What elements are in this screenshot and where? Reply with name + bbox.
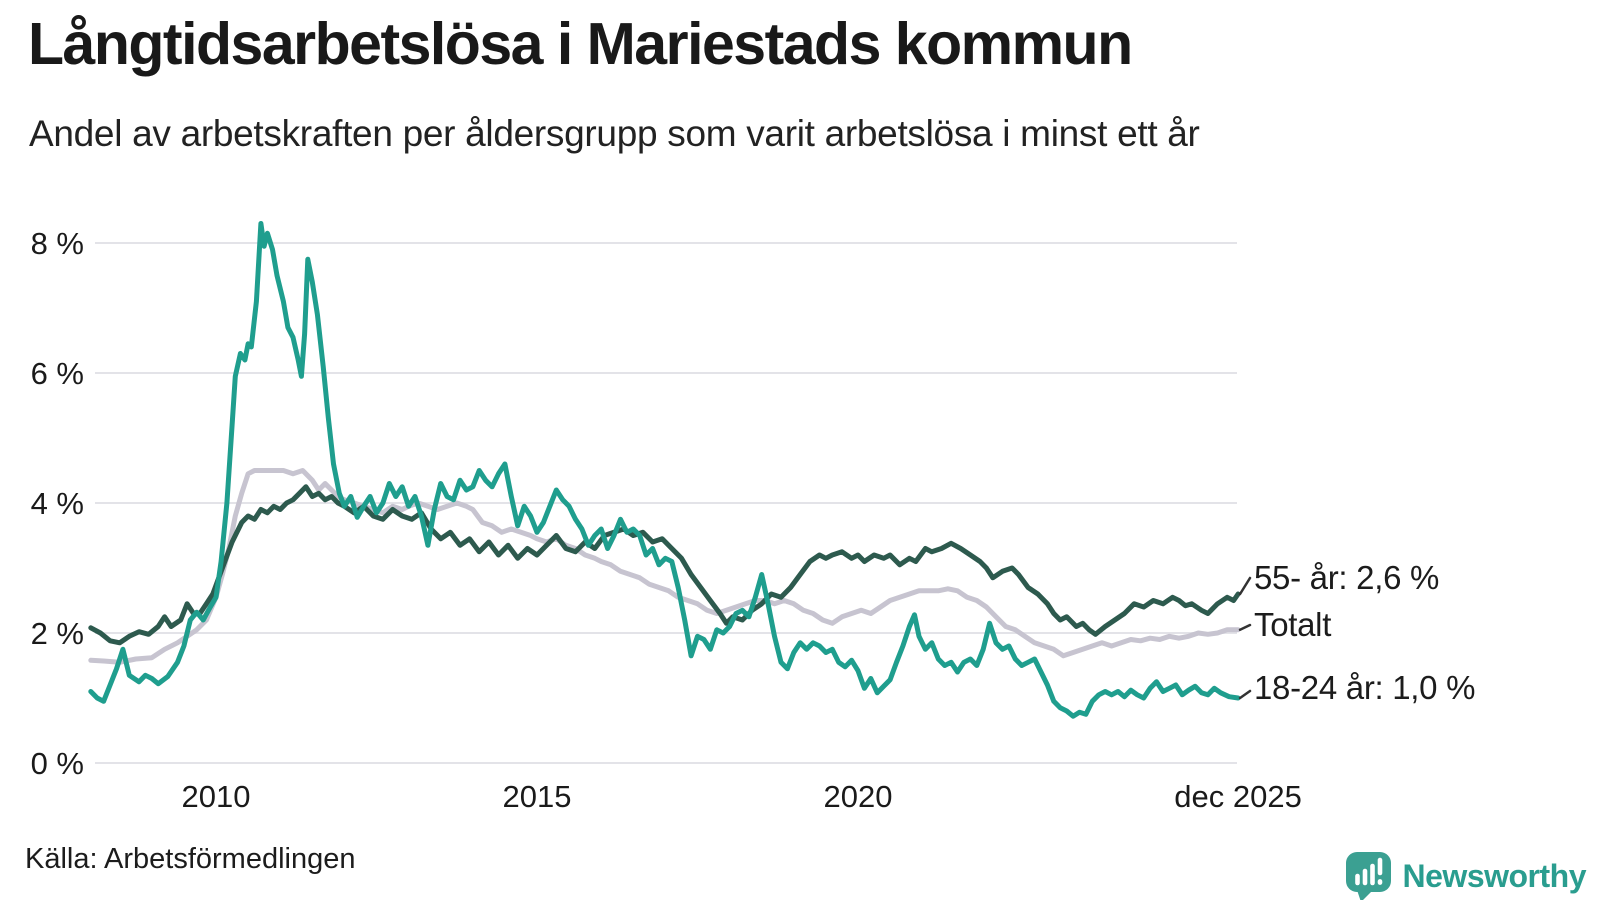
newsworthy-logo-icon xyxy=(1345,852,1391,900)
x-tick-label: 2020 xyxy=(824,779,893,814)
y-tick-label: 0 % xyxy=(31,746,84,781)
chart-subtitle: Andel av arbetskraften per åldersgrupp s… xyxy=(29,113,1200,154)
x-tick-label: 2015 xyxy=(503,779,572,814)
source-note: Källa: Arbetsförmedlingen xyxy=(25,843,356,875)
end-label-leader xyxy=(1238,576,1252,596)
series-end-label-totalt: Totalt xyxy=(1254,606,1332,643)
series-line-Totalt xyxy=(88,468,1241,665)
series-line-18-24år xyxy=(88,221,1241,719)
y-tick-label: 6 % xyxy=(31,356,84,391)
end-label-leader xyxy=(1238,689,1252,700)
brand-name: Newsworthy xyxy=(1402,857,1587,894)
series-end-label-18-24: 18-24 år: 1,0 % xyxy=(1254,669,1476,706)
y-tick-label: 2 % xyxy=(31,616,84,651)
series-end-label-55: 55- år: 2,6 % xyxy=(1254,559,1440,596)
y-tick-label: 4 % xyxy=(31,486,84,521)
newsworthy-logo: Newsworthy xyxy=(1344,850,1587,900)
y-tick-label: 8 % xyxy=(31,226,84,261)
x-tick-label: dec 2025 xyxy=(1174,779,1302,814)
x-tick-label: 2010 xyxy=(182,779,251,814)
chart-title: Långtidsarbetslösa i Mariestads kommun xyxy=(28,11,1133,77)
series-line-55-år xyxy=(88,484,1241,646)
logo-bars-icon xyxy=(1354,857,1382,886)
end-label-leader xyxy=(1238,623,1252,631)
